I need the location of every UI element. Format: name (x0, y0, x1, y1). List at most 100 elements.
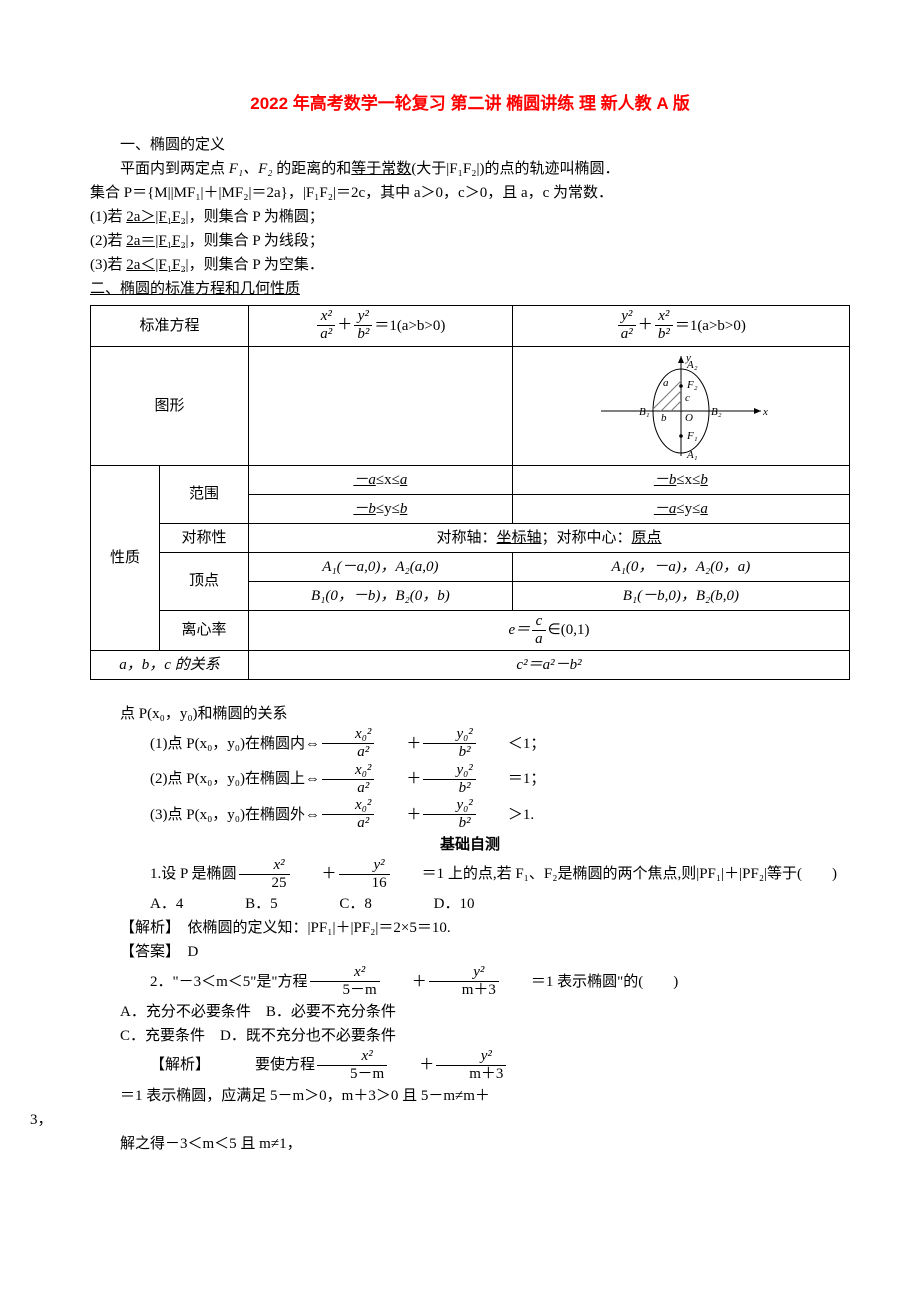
num: c (532, 613, 546, 631)
table-row: 离心率 e＝ca∈(0,1) (91, 610, 850, 651)
frac: y²16 (339, 857, 390, 893)
num: y² (618, 308, 636, 326)
den: a² (322, 744, 374, 761)
t: (3)点 P(x₀，y₀)在椭圆外⇔ (120, 803, 320, 827)
t: 平面内到两定点 (120, 161, 229, 177)
t: －a (353, 472, 376, 488)
t: ＝1(a>b>0) (675, 314, 746, 338)
opt-d: D．10 (404, 892, 475, 916)
t: (2)若 (90, 233, 126, 249)
section-2-heading: 二、椭圆的标准方程和几何性质 (90, 277, 850, 301)
abc-label: a，b，c 的关系 (91, 651, 249, 680)
t: ；对称中心： (542, 530, 632, 546)
den: a² (618, 326, 636, 343)
num: y₀² (423, 726, 475, 744)
range-y-h: －b≤y≤b (249, 494, 513, 523)
label: 【解析】 (120, 1053, 210, 1077)
t: 1.设 P 是椭圆 (120, 862, 237, 886)
t: ＞1. (478, 803, 534, 827)
num: x² (310, 964, 380, 982)
svg-text:A₂: A₂ (686, 359, 698, 371)
t: 对称轴： (436, 530, 496, 546)
t: 2a＜|F₁F₂| (126, 257, 188, 273)
symmetry-label: 对称性 (160, 523, 249, 552)
num: x₀² (322, 797, 374, 815)
opt-a: A．充分不必要条件 (120, 1004, 251, 1020)
document-page: 2022 年高考数学一轮复习 第二讲 椭圆讲练 理 新人教 A 版 一、椭圆的定… (0, 0, 920, 1302)
t: －a (654, 501, 677, 517)
symmetry-value: 对称轴：坐标轴；对称中心：原点 (249, 523, 850, 552)
num: y² (429, 964, 499, 982)
t: (2)点 P(x₀，y₀)在椭圆上⇔ (120, 767, 320, 791)
relation-heading: 点 P(x₀，y₀)和椭圆的关系 (90, 702, 850, 726)
range-label: 范围 (160, 465, 249, 523)
t: 的距离的和 (273, 161, 352, 177)
t: b (700, 472, 708, 488)
den: b² (423, 744, 475, 761)
relation-2: (2)点 P(x₀，y₀)在椭圆上⇔x₀²a²＋y₀²b²＝1； (90, 762, 850, 798)
num: x² (317, 1048, 387, 1066)
q2-options-1: A．充分不必要条件 B．必要不充分条件 (90, 1000, 850, 1024)
def-line-1: 平面内到两定点 F₁、F₂ 的距离的和等于常数(大于|F₁F₂|)的点的轨迹叫椭… (90, 157, 850, 181)
table-row: 性质 范围 －a≤x≤a －b≤x≤b (91, 465, 850, 494)
num: x² (655, 308, 673, 326)
q1-options: A．4 B．5 C．8 D．10 (90, 892, 850, 916)
page-title: 2022 年高考数学一轮复习 第二讲 椭圆讲练 理 新人教 A 版 (90, 90, 850, 117)
t: ，则集合 P 为线段； (189, 233, 324, 249)
q1-solution: 【解析】 依椭圆的定义知：|PF₁|＋|PF₂|＝2×5＝10. (90, 916, 850, 940)
t: ＝1 表示椭圆，应满足 5－m＞0，m＋3＞0 且 5－m≠m＋ (90, 1084, 490, 1108)
svg-text:F₂: F₂ (686, 379, 698, 391)
def-cond-1: (1)若 2a＞|F₁F₂|，则集合 P 为椭圆； (90, 205, 850, 229)
num: y² (354, 308, 372, 326)
t: －b (353, 501, 376, 517)
den: a² (322, 815, 374, 832)
t: ＝1(a>b>0) (374, 314, 445, 338)
def-line-2: 集合 P＝{M||MF₁|＋|MF₂|＝2a}，|F₁F₂|＝2c，其中 a＞0… (90, 181, 850, 205)
ellipse-diagram: y x A₂ A₁ B₁ B₂ F₂ F₁ O a c b (591, 351, 771, 461)
t: F₁、F₂ (229, 161, 273, 177)
svg-text:B₁: B₁ (639, 406, 650, 418)
t: 等于常数 (351, 161, 411, 177)
t: 依椭圆的定义知：|PF₁|＋|PF₂|＝2×5＝10. (188, 920, 451, 936)
svg-text:O: O (685, 412, 693, 424)
t: e＝ (509, 618, 531, 642)
svg-text:b: b (661, 412, 667, 424)
t: ＝1； (478, 767, 546, 791)
svg-text:c: c (685, 392, 690, 404)
svg-text:A₁: A₁ (686, 449, 698, 461)
frac: y²m＋3 (436, 1048, 506, 1084)
frac: x₀²a² (322, 762, 374, 798)
t: (3)若 (90, 257, 126, 273)
svg-text:B₂: B₂ (711, 406, 722, 418)
den: b² (423, 815, 475, 832)
figure-cell-empty (249, 346, 513, 465)
t: D (188, 944, 199, 960)
opt-c: C．充要条件 (120, 1028, 205, 1044)
den: 5－m (317, 1066, 387, 1083)
den: b² (354, 326, 372, 343)
std-eq-vertical: y²a²＋x²b²＝1(a>b>0) (512, 306, 849, 347)
std-eq-horizontal: x²a²＋y²b²＝1(a>b>0) (249, 306, 513, 347)
den: 16 (339, 875, 390, 892)
den: m＋3 (436, 1066, 506, 1083)
range-x-h: －a≤x≤a (249, 465, 513, 494)
num: y₀² (423, 797, 475, 815)
frac: x²a² (317, 308, 335, 344)
frac: y²b² (354, 308, 372, 344)
def-cond-3: (3)若 2a＜|F₁F₂|，则集合 P 为空集． (90, 253, 850, 277)
q2-solution-tail: 3， (30, 1108, 850, 1132)
num: x² (239, 857, 290, 875)
t: (大于|F₁F₂|) (411, 161, 484, 177)
t: ＜1； (478, 732, 546, 756)
t: ＝1 表示椭圆"的( ) (501, 970, 678, 994)
t: ＝1 上的点,若 F₁、F₂是椭圆的两个焦点,则|PF₁|＋|PF₂|等于( ) (392, 862, 837, 886)
q2-options-2: C．充要条件 D．既不充分也不必要条件 (90, 1024, 850, 1048)
opt-b: B．5 (215, 892, 278, 916)
den: a (532, 631, 546, 648)
frac: y₀²b² (423, 726, 475, 762)
t: (1)若 (90, 209, 126, 225)
opt-c: C．8 (309, 892, 372, 916)
t: 要使方程 (225, 1053, 315, 1077)
frac: x²b² (655, 308, 673, 344)
opt-a: A．4 (120, 892, 183, 916)
